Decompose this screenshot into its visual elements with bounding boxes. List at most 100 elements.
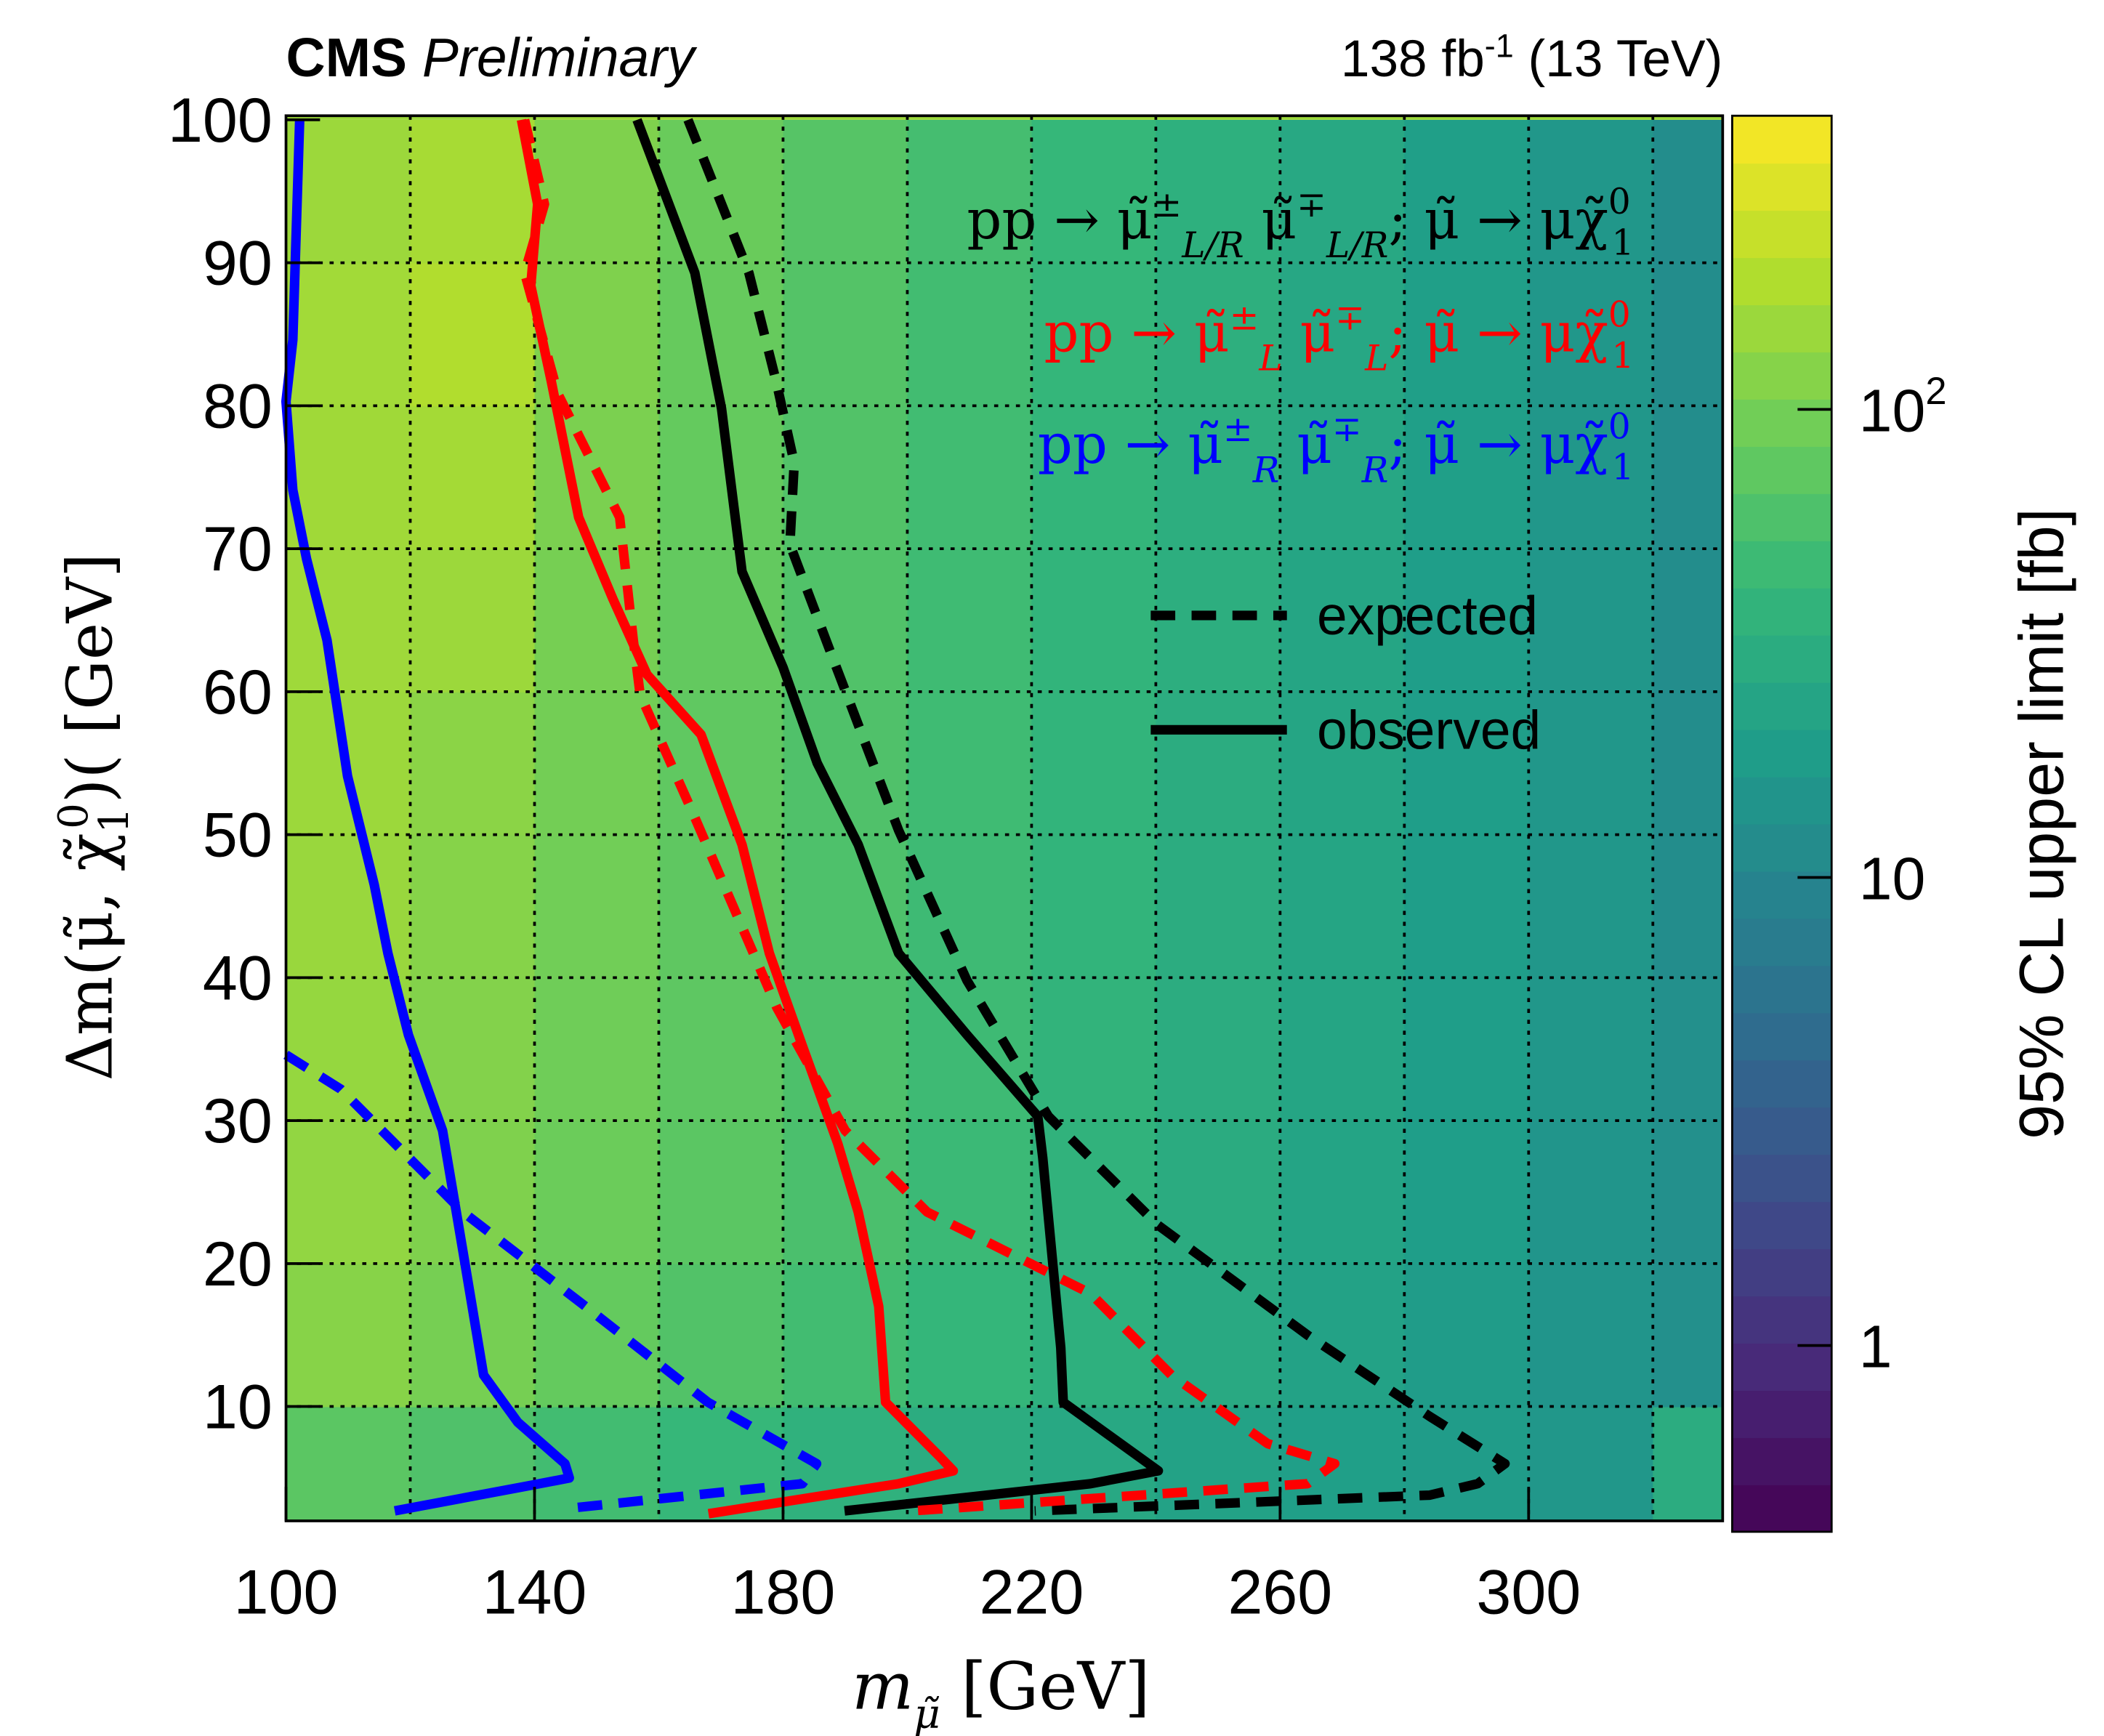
heatmap-cell <box>783 262 908 407</box>
heatmap-cell <box>1156 977 1281 1122</box>
heatmap-cell <box>1528 1406 1654 1522</box>
curve-r-expected <box>283 1051 822 1513</box>
heatmap-cell <box>534 119 660 264</box>
colorbar-band <box>1732 729 1832 778</box>
z-tick-text: 10 <box>1859 377 1926 444</box>
heatmap-cell <box>286 116 1723 120</box>
heatmap-cell <box>1404 1121 1530 1264</box>
y-tick-label: 10 <box>203 1373 273 1442</box>
heatmap-cell <box>1653 119 1722 264</box>
heatmap-cell <box>1404 977 1530 1122</box>
y-tick-label: 90 <box>203 229 273 299</box>
z-tick-exponent: 2 <box>1925 371 1946 413</box>
y-tick-label: 100 <box>168 86 273 156</box>
lumi-label: 138 fb-1 (13 TeV) <box>1341 28 1722 88</box>
heatmap-cell <box>410 405 536 550</box>
curve-r-observed <box>281 119 574 1516</box>
process-text: ; μ̃ → μχ̃ <box>1388 300 1608 364</box>
process-text: ; μ̃ → μχ̃ <box>1388 412 1608 476</box>
x-axis-label: mμ̃ [GeV] <box>852 1650 1150 1736</box>
heatmap-cell <box>1156 262 1281 407</box>
z-tick-label: 102 <box>1859 371 1947 444</box>
colorbar-band <box>1732 1012 1832 1061</box>
heatmap-cell <box>410 549 536 693</box>
process-sup: ∓ <box>1297 185 1326 225</box>
colorbar-band <box>1732 163 1832 211</box>
process-label: pp → μ̃±L μ̃∓L; μ̃ → μχ̃0 1 <box>1044 295 1635 379</box>
heatmap-cell <box>1031 262 1157 407</box>
heatmap-cell <box>783 1263 908 1408</box>
heatmap-cell <box>907 119 1033 264</box>
heatmap-cell <box>286 977 411 1122</box>
heatmap-cell <box>1031 119 1157 264</box>
heatmap-cell <box>286 119 411 264</box>
heatmap-cell <box>658 834 784 979</box>
curve-lr-observed <box>632 118 1164 1516</box>
heatmap-cell <box>1404 1406 1530 1522</box>
heatmap-cell <box>1653 834 1722 979</box>
heatmap-cell <box>907 691 1033 836</box>
heatmap-cell <box>410 691 536 836</box>
colorbar-band <box>1732 634 1832 683</box>
colorbar-band <box>1732 493 1832 541</box>
colorbar-band <box>1732 682 1832 730</box>
process-sup: ± <box>1230 297 1259 338</box>
heatmap-cell <box>658 977 784 1122</box>
heatmap-cell <box>286 262 411 407</box>
process-text: μ̃ <box>1279 412 1332 476</box>
process-sup: ± <box>1152 185 1182 225</box>
x-tick-label: 300 <box>1476 1557 1581 1627</box>
colorbar-band <box>1732 1201 1832 1250</box>
heatmap-cell <box>1653 1406 1722 1522</box>
y-tick-label: 40 <box>203 943 273 1013</box>
process-sub: L <box>1364 339 1388 379</box>
curve-l-expected <box>520 118 1340 1516</box>
heatmap-cell <box>1280 549 1406 693</box>
process-sup: 0 <box>1608 406 1631 447</box>
y-tick-label: 60 <box>203 658 273 727</box>
heatmap-cell <box>1280 262 1406 407</box>
heatmap-cell <box>907 262 1033 407</box>
heatmap-cell <box>1653 405 1722 550</box>
process-sup: 0 <box>1608 182 1631 222</box>
process-label: pp → μ̃±R μ̃∓R; μ̃ → μχ̃0 1 <box>1038 406 1635 490</box>
heatmap-cell <box>658 1121 784 1264</box>
process-text: ; μ̃ → μχ̃ <box>1388 187 1608 251</box>
heatmap-cell <box>286 405 411 550</box>
heatmap-cell <box>658 1263 784 1408</box>
heatmap-cell <box>1404 549 1530 693</box>
colorbar-band <box>1732 1437 1832 1485</box>
process-text: pp → μ̃ <box>1038 412 1223 476</box>
process-sub: R <box>1252 450 1280 490</box>
process-sup: 0 <box>1608 295 1631 336</box>
heatmap-cell <box>410 119 536 264</box>
colorbar-band <box>1732 399 1832 447</box>
heatmap-cell <box>410 262 536 407</box>
colorbar-band <box>1732 257 1832 306</box>
heatmap-cell <box>1031 834 1157 979</box>
heatmap-cell <box>410 1121 536 1264</box>
heatmap-cell <box>783 405 908 550</box>
colorbar-band <box>1732 445 1832 494</box>
heatmap-cell <box>1031 691 1157 836</box>
process-sup: ∓ <box>1335 297 1365 338</box>
plot-frame <box>284 114 1725 1522</box>
heatmap-cell <box>1156 691 1281 836</box>
heatmap-cell <box>286 1263 411 1408</box>
heatmap-cell <box>1528 691 1654 836</box>
heatmap-cell <box>1528 1121 1654 1264</box>
legend-label: observed <box>1317 700 1541 761</box>
heatmap-cell <box>1528 549 1654 693</box>
colorbar-frame <box>1731 114 1833 1533</box>
z-tick-text: 1 <box>1859 1314 1893 1381</box>
process-text: μ̃ <box>1244 187 1297 251</box>
process-sup: ∓ <box>1332 409 1362 450</box>
heatmap-cell <box>907 1121 1033 1264</box>
heatmap-cell <box>658 119 784 264</box>
heatmap-cell <box>1528 119 1654 264</box>
heatmap-cell <box>1404 691 1530 836</box>
heatmap-cell <box>1280 119 1406 264</box>
process-label: pp → μ̃±L/R μ̃∓L/R; μ̃ → μχ̃0 1 <box>967 182 1634 266</box>
colorbar-band <box>1732 776 1832 825</box>
